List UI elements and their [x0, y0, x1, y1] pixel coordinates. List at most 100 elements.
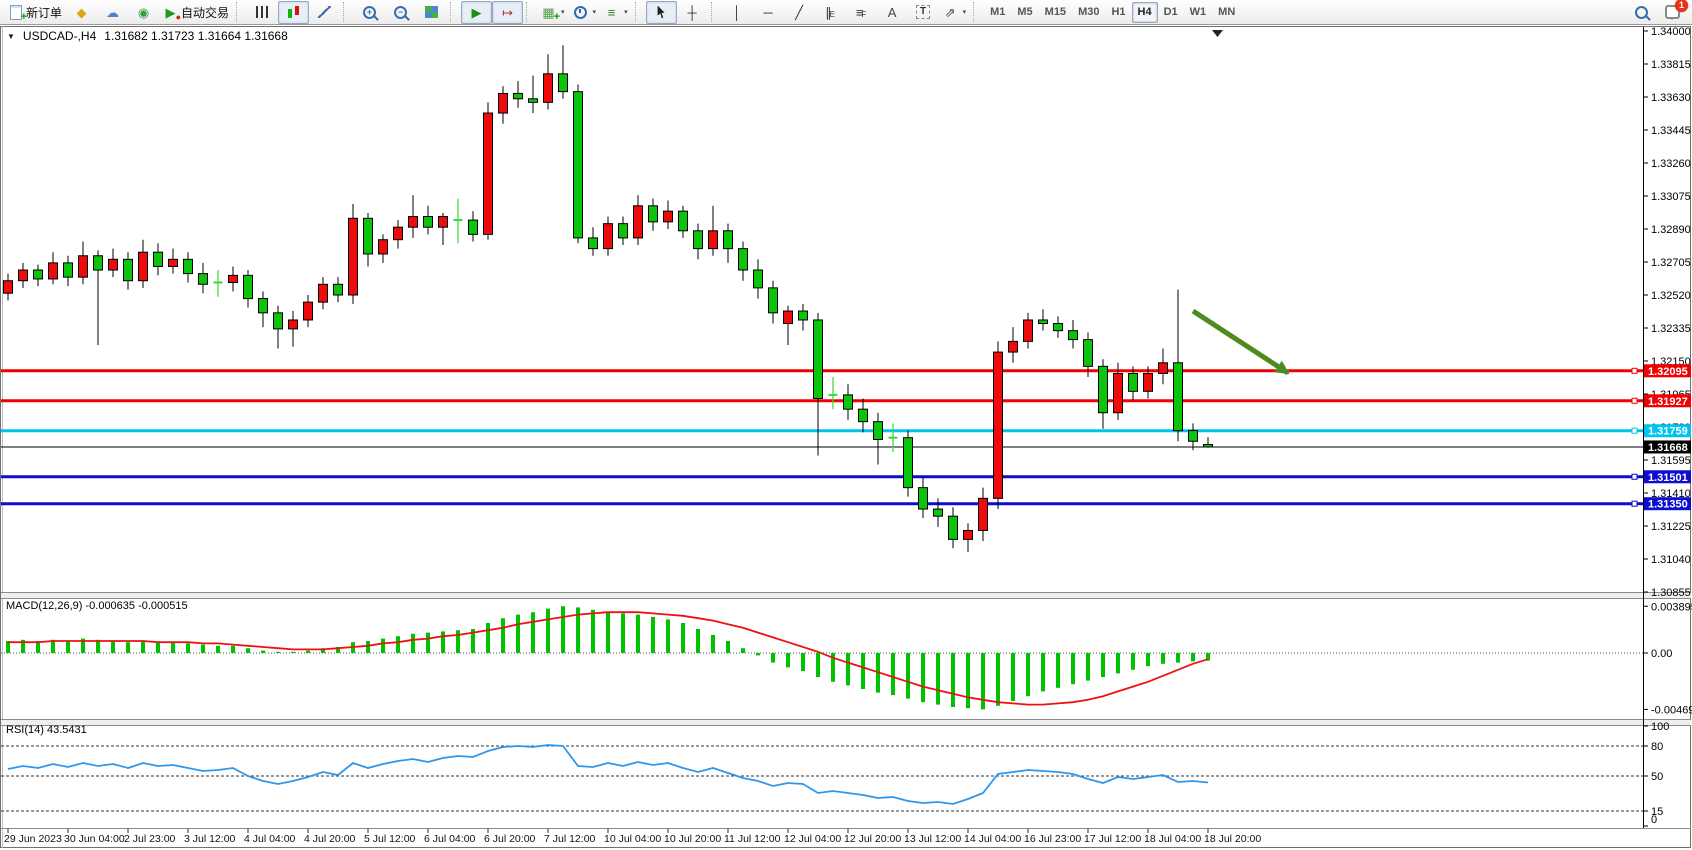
svg-text:1.33075: 1.33075 — [1651, 191, 1691, 203]
toolbar-separator — [450, 2, 457, 22]
chart-canvas[interactable]: 1.34000 1.33815 1.33630 1.33445 1.33260 1.330… — [0, 26, 1692, 850]
market-icon: ◆ — [76, 4, 87, 20]
svg-text:12 Jul 20:00: 12 Jul 20:00 — [844, 833, 901, 845]
auto-scroll-button[interactable]: ▶ — [461, 0, 493, 24]
signals-button[interactable]: ◉ — [128, 1, 159, 24]
equidistant-channel-button[interactable]: ∥ E — [815, 1, 846, 24]
macd-header: MACD(12,26,9) -0.000635 -0.000515 — [6, 600, 188, 612]
rsi-header: RSI(14) 43.5431 — [6, 724, 87, 736]
trend-arrow-annotation[interactable] — [1191, 308, 1290, 376]
macd-label: MACD(12,26,9) — [6, 600, 83, 612]
autotrade-icon: ▶ ● — [165, 4, 182, 22]
svg-text:10 Jul 20:00: 10 Jul 20:00 — [664, 833, 721, 845]
toolbar: + 新订单 ◆ ☁ ◉ ▶ ● 自动交易 + − ▶ ↦ ▦ + ▾ ▾ ≡ ▾ ┼ │ ─ ╱ ∥ E ≡ F A T ⇗ ▾ M1 M5 M… — [0, 0, 1692, 25]
timeframe-mn[interactable]: MN — [1218, 6, 1236, 18]
timeframe-m5[interactable]: M5 — [1017, 6, 1033, 18]
chart-window: 1.34000 1.33815 1.33630 1.33445 1.33260 1.330… — [0, 26, 1692, 850]
new-chart-button[interactable]: ▦ + ▾ — [537, 1, 569, 24]
dropdown-arrow-icon: ▾ — [592, 9, 597, 16]
toolbar-separator — [343, 2, 350, 22]
time-axis[interactable]: 29 Jun 2023 30 Jun 04:00 2 Jul 23:00 3 Jul … — [4, 828, 1261, 846]
bar-chart-button[interactable] — [247, 1, 278, 24]
timeframe-m15[interactable]: M15 — [1044, 6, 1067, 18]
trendline-button[interactable]: ╱ — [784, 1, 815, 24]
text-label-icon: T — [916, 5, 931, 19]
svg-text:12 Jul 04:00: 12 Jul 04:00 — [784, 833, 841, 845]
svg-text:0.003895: 0.003895 — [1651, 601, 1692, 613]
svg-text:1.31350: 1.31350 — [1648, 499, 1688, 511]
crosshair-button[interactable]: ┼ — [677, 1, 708, 24]
svg-text:1.31759: 1.31759 — [1648, 426, 1688, 438]
shapes-button[interactable]: ⇗ ▾ — [939, 1, 971, 24]
profiles-button[interactable]: ▾ — [569, 1, 601, 24]
cursor-button[interactable] — [645, 0, 677, 24]
timeframe-h4[interactable]: H4 — [1131, 1, 1158, 23]
zoom-in-icon: + — [362, 5, 377, 19]
pane-separators[interactable] — [1, 592, 1691, 829]
svg-text:0: 0 — [1651, 814, 1657, 826]
vertical-line-button[interactable]: │ — [722, 1, 753, 24]
zoom-in-button[interactable]: + — [354, 1, 385, 24]
dropdown-arrow-icon: ▾ — [561, 9, 565, 16]
rsi-label: RSI(14) — [6, 724, 44, 736]
fibonacci-button[interactable]: ≡ F — [846, 1, 877, 24]
svg-text:4 Jul 04:00: 4 Jul 04:00 — [244, 833, 296, 845]
toolbar-separator — [710, 2, 718, 22]
market-button[interactable]: ◆ — [66, 1, 97, 24]
horizontal-line-button[interactable]: ─ — [753, 1, 784, 24]
line-chart-button[interactable] — [309, 1, 340, 24]
svg-text:3 Jul 12:00: 3 Jul 12:00 — [184, 833, 236, 845]
svg-text:1.33815: 1.33815 — [1651, 59, 1691, 71]
svg-text:1.32095: 1.32095 — [1648, 366, 1688, 378]
search-icon — [1634, 5, 1649, 19]
svg-text:15: 15 — [1651, 806, 1663, 818]
svg-text:1.31501: 1.31501 — [1648, 472, 1688, 484]
virtual-hosting-icon: ☁ — [106, 4, 120, 20]
rsi-value: 43.5431 — [46, 724, 87, 736]
svg-text:1.31410: 1.31410 — [1651, 488, 1691, 500]
timeframe-h1[interactable]: H1 — [1111, 6, 1126, 18]
macd-values: -0.000635 -0.000515 — [85, 600, 188, 612]
chart-ohlc-values: 1.31682 1.31723 1.31664 1.31668 — [104, 29, 288, 43]
auto-scroll-icon: ▶ — [471, 4, 482, 20]
timeframe-w1[interactable]: W1 — [1189, 6, 1207, 18]
chart-shift-button[interactable]: ↦ — [492, 0, 524, 24]
svg-text:1.33445: 1.33445 — [1651, 125, 1691, 137]
candlestick-chart-icon — [286, 5, 301, 19]
svg-text:1.32335: 1.32335 — [1651, 323, 1691, 335]
equidistant-channel-icon: ∥ E — [825, 4, 835, 20]
timeframe-m30[interactable]: M30 — [1078, 6, 1100, 18]
vertical-line-icon: │ — [733, 4, 742, 20]
chat-icon: 1 — [1665, 0, 1688, 20]
chart-title: ▼ USDCAD-,H4 1.31682 1.31723 1.31664 1.3… — [7, 29, 288, 43]
svg-text:50: 50 — [1651, 771, 1663, 783]
profiles-icon — [573, 5, 588, 19]
svg-text:1.31927: 1.31927 — [1648, 396, 1688, 408]
chart-settings-button[interactable]: ≡ ▾ — [600, 1, 632, 24]
svg-text:1.33630: 1.33630 — [1651, 92, 1691, 104]
svg-text:1.31040: 1.31040 — [1651, 554, 1691, 566]
fibonacci-icon: ≡ F — [855, 4, 867, 20]
horizontal-line-icon: ─ — [763, 4, 773, 20]
zoom-out-button[interactable]: − — [385, 1, 416, 24]
search-button[interactable] — [1626, 1, 1657, 24]
new-order-button-label: 新订单 — [26, 5, 63, 20]
new-order-button[interactable]: + 新订单 — [4, 1, 66, 24]
chart-shift-marker[interactable] — [1212, 30, 1223, 37]
timeframe-m1[interactable]: M1 — [990, 6, 1006, 18]
chat-badge: 1 — [1675, 0, 1688, 12]
tile-windows-button[interactable] — [416, 1, 447, 24]
text-label-button[interactable]: T — [908, 1, 939, 24]
autotrade-button[interactable]: ▶ ● 自动交易 — [159, 1, 233, 24]
virtual-hosting-button[interactable]: ☁ — [97, 1, 128, 24]
svg-text:18 Jul 20:00: 18 Jul 20:00 — [1204, 833, 1261, 845]
timeframe-d1[interactable]: D1 — [1163, 6, 1178, 18]
candlestick-chart-button[interactable] — [278, 0, 310, 24]
chat-button[interactable]: 1 — [1657, 0, 1688, 24]
chevron-down-icon[interactable]: ▼ — [7, 31, 15, 41]
cursor-icon — [654, 5, 669, 19]
text-button[interactable]: A — [877, 1, 908, 24]
svg-text:2 Jul 23:00: 2 Jul 23:00 — [124, 833, 176, 845]
chart-settings-icon: ≡ — [607, 4, 616, 20]
